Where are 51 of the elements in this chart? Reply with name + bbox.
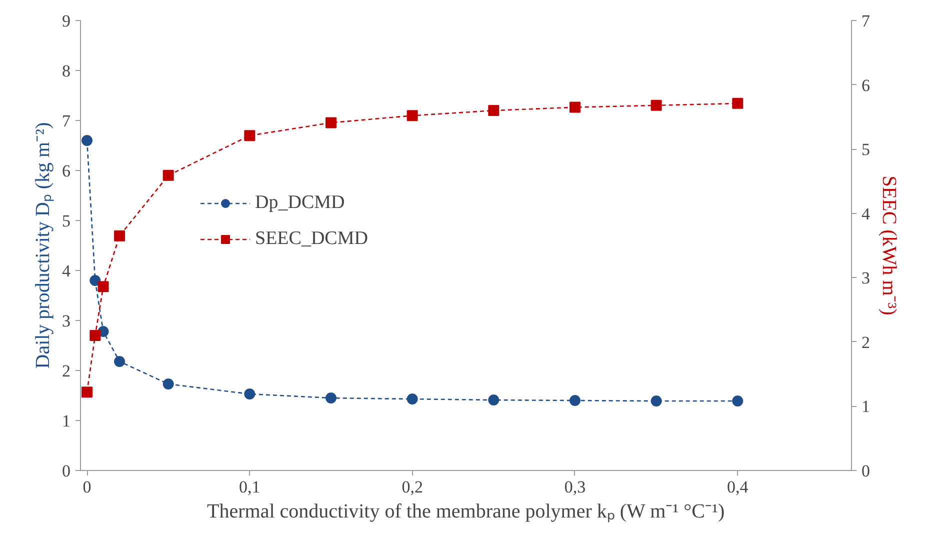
y-tick-label: 5: [62, 212, 70, 230]
point: [162, 170, 174, 181]
point: [406, 394, 418, 404]
point: [406, 110, 418, 122]
y2-tick-label: 4: [862, 204, 870, 224]
x-tick-label: 0,1: [239, 478, 260, 496]
point: [569, 102, 580, 113]
y-axis-title: Daily productivity Dₚ (kg m⁻²): [32, 122, 54, 369]
legend-label: Dp_DCMD: [255, 192, 345, 214]
point: [98, 281, 109, 292]
point: [82, 386, 93, 398]
y-tick-label: 0: [62, 462, 70, 480]
y2-tick-label: 3: [862, 268, 870, 288]
point: [488, 105, 500, 116]
y-tick-label: 6: [62, 162, 70, 180]
y-tick-label: 9: [62, 12, 70, 30]
x-tick-label: 0,2: [402, 478, 423, 496]
point: [244, 388, 256, 400]
y-tick-label: 3: [62, 312, 70, 330]
point: [114, 356, 126, 367]
point: [732, 396, 744, 406]
x-axis-title: Thermal conductivity of the membrane polymer kₚ (W m⁻¹ °C⁻¹): [207, 500, 725, 522]
point: [90, 275, 101, 286]
point: [569, 395, 580, 406]
point: [650, 396, 662, 406]
y-tick-label: 8: [62, 62, 70, 80]
y2-axis-title: SEEC (kWh m⁻³): [878, 176, 900, 316]
x-tick-label: 0: [82, 478, 92, 496]
y2-tick-label: 5: [862, 140, 870, 160]
point: [325, 117, 336, 128]
legend-label: SEEC_DCMD: [255, 228, 368, 250]
point: [650, 100, 662, 111]
y-tick-label: 7: [62, 112, 71, 130]
point: [325, 392, 336, 404]
y2-tick-label: 2: [862, 332, 870, 352]
point: [244, 130, 256, 142]
y2-tick-label: 6: [862, 76, 870, 95]
point: [732, 98, 744, 109]
x-tick-label: 0,3: [564, 478, 586, 496]
y-tick-label: 1: [62, 412, 70, 430]
y2-tick-label: 7: [862, 12, 870, 30]
y-tick-label: 2: [62, 362, 70, 380]
y2-tick-label: 0: [862, 462, 870, 480]
point: [90, 330, 101, 341]
point: [488, 394, 500, 406]
y2-tick-label: 1: [862, 397, 870, 416]
point: [162, 378, 174, 390]
y-tick-label: 4: [62, 262, 71, 280]
point: [82, 135, 93, 146]
point: [114, 230, 126, 242]
x-tick-label: 0,4: [727, 478, 749, 496]
